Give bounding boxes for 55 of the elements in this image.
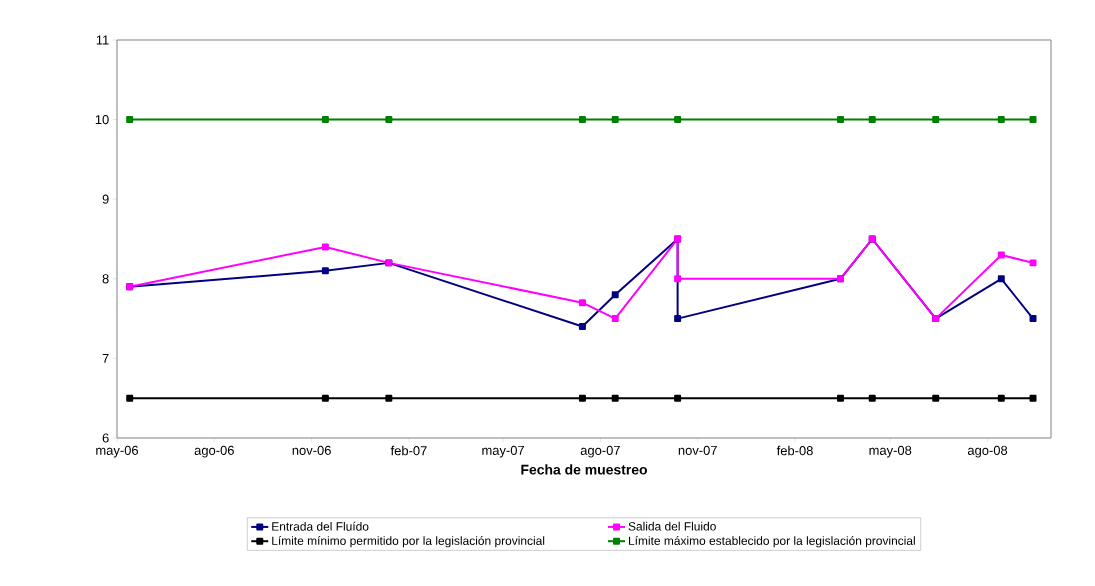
point <box>1029 116 1037 124</box>
y-tick-label: 8 <box>102 274 109 284</box>
point <box>674 116 682 124</box>
point <box>611 291 619 299</box>
point <box>997 275 1005 283</box>
point <box>1029 259 1037 267</box>
point <box>674 394 682 402</box>
point <box>611 394 619 402</box>
point <box>126 116 134 124</box>
point <box>932 116 940 124</box>
point <box>997 116 1005 124</box>
legend-label: Límite máximo establecido por la legislación provincial <box>628 536 915 548</box>
y-tick-label: 6 <box>102 433 109 443</box>
point <box>868 116 876 124</box>
point <box>385 116 393 124</box>
point <box>578 116 586 124</box>
point <box>321 394 329 402</box>
point <box>385 394 393 402</box>
point <box>126 394 134 402</box>
point <box>611 315 619 323</box>
y-tick-label: 11 <box>96 35 109 45</box>
y-tick-label: 10 <box>95 115 109 125</box>
point <box>321 243 329 251</box>
legend-label: Límite mínimo permitido por la legislación provincial <box>272 536 545 548</box>
x-tick-label: feb-08 <box>776 445 813 456</box>
point <box>321 116 329 124</box>
point <box>321 267 329 275</box>
x-tick-label: may-07 <box>482 445 525 458</box>
legend-label: Entrada del Fluído <box>272 521 369 531</box>
point <box>1029 394 1037 402</box>
point <box>997 251 1005 259</box>
point <box>578 394 586 402</box>
x-tick-label: may-08 <box>869 445 912 458</box>
y-tick-label: 7 <box>102 353 109 363</box>
x-tick-label: nov-06 <box>292 445 331 455</box>
point <box>997 394 1005 402</box>
point <box>837 116 844 124</box>
x-tick-label: ago-06 <box>194 445 234 458</box>
point <box>578 299 586 307</box>
legend-label: Salida del Fluido <box>628 521 716 531</box>
point <box>837 394 844 402</box>
point <box>868 394 876 402</box>
x-tick-label: nov-07 <box>678 445 717 455</box>
y-tick-label: 9 <box>102 194 109 204</box>
point <box>674 315 682 323</box>
point <box>578 323 586 331</box>
x-tick-label: ago-07 <box>580 445 620 458</box>
x-tick-label: ago-08 <box>967 445 1008 458</box>
point <box>932 394 940 402</box>
point <box>1029 315 1037 323</box>
point <box>674 275 682 283</box>
x-axis-title: Fecha de muestreo <box>521 464 648 475</box>
point <box>611 116 619 124</box>
x-tick-label: may-06 <box>96 445 139 458</box>
x-tick-label: feb-07 <box>390 445 427 456</box>
